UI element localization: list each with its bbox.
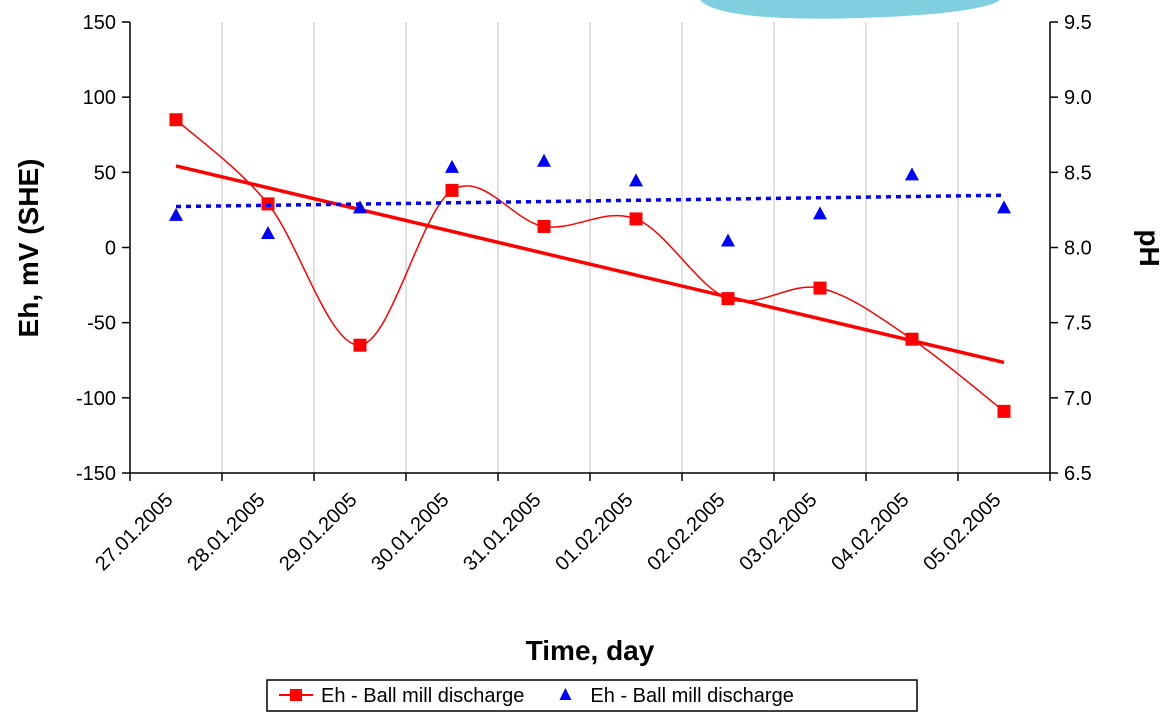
- marker: [721, 233, 735, 246]
- decoration: [700, 0, 1000, 19]
- marker: [905, 167, 919, 180]
- legend-label: Eh - Ball mill discharge: [590, 685, 793, 707]
- marker: [998, 405, 1011, 418]
- x-tick-label: 28.01.2005: [183, 489, 269, 575]
- y2-tick-label: 9.0: [1064, 87, 1092, 109]
- marker: [169, 208, 183, 221]
- x-tick-label: 29.01.2005: [275, 489, 361, 575]
- marker: [630, 212, 643, 225]
- marker: [261, 226, 275, 239]
- marker: [629, 173, 643, 186]
- marker: [170, 113, 183, 126]
- y-tick-label: 100: [83, 87, 116, 109]
- x-axis-title: Time, day: [526, 635, 655, 666]
- y2-axis-title: pH: [1134, 229, 1165, 266]
- x-tick-label: 30.01.2005: [367, 489, 453, 575]
- y2-tick-label: 8.5: [1064, 162, 1092, 184]
- marker: [354, 339, 367, 352]
- y-tick-label: 0: [105, 238, 116, 260]
- x-tick-label: 27.01.2005: [91, 489, 177, 575]
- x-tick-label: 05.02.2005: [919, 489, 1005, 575]
- x-tick-label: 04.02.2005: [827, 489, 913, 575]
- marker: [813, 206, 827, 219]
- marker: [997, 200, 1011, 213]
- legend-marker: [290, 689, 302, 701]
- y2-tick-label: 8.0: [1064, 238, 1092, 260]
- legend: Eh - Ball mill discharge Eh - Ball mill d…: [267, 680, 917, 711]
- y2-tick-label: 7.5: [1064, 313, 1092, 335]
- marker: [814, 282, 827, 295]
- y-tick-label: -50: [87, 313, 116, 335]
- marker: [446, 184, 459, 197]
- y2-tick-label: 6.5: [1064, 463, 1092, 485]
- y-tick-label: -100: [76, 388, 116, 410]
- marker: [537, 154, 551, 167]
- y2-tick-label: 9.5: [1064, 12, 1092, 34]
- marker: [445, 160, 459, 173]
- y-tick-label: 150: [83, 12, 116, 34]
- y-tick-label: -150: [76, 463, 116, 485]
- marker: [906, 333, 919, 346]
- x-tick-label: 03.02.2005: [735, 489, 821, 575]
- y-axis-title: Eh, mV (SHE): [13, 159, 44, 338]
- chart: Time, day Eh, mV (SHE) pH -150 -100 -50 0 50…: [0, 0, 1168, 718]
- legend-label: Eh - Ball mill discharge: [321, 685, 524, 707]
- y-tick-label: 50: [94, 162, 116, 184]
- x-tick-label: 02.02.2005: [643, 489, 729, 575]
- x-tick-label: 01.02.2005: [551, 489, 637, 575]
- marker: [538, 220, 551, 233]
- x-tick-label: 31.01.2005: [459, 489, 545, 575]
- y2-tick-label: 7.0: [1064, 388, 1092, 410]
- marker: [722, 292, 735, 305]
